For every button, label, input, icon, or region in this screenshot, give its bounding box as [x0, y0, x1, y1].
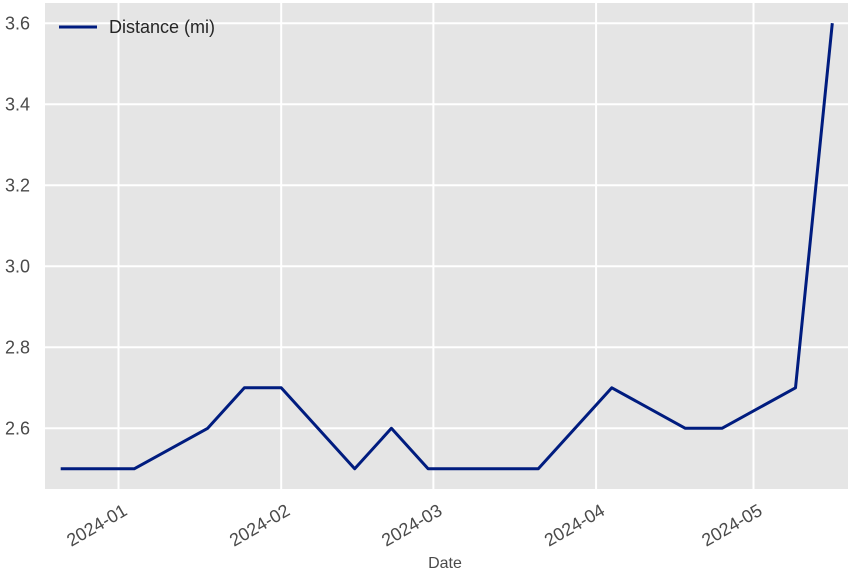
y-tick-label: 3.2	[5, 175, 30, 195]
y-tick-label: 2.6	[5, 418, 30, 438]
x-tick-label: 2024-03	[378, 500, 445, 550]
plot-background	[45, 3, 848, 489]
legend: Distance (mi)	[59, 17, 215, 37]
x-gridlines	[117, 3, 755, 489]
x-tick-label: 2024-02	[226, 500, 293, 550]
x-axis-label: Date	[428, 555, 462, 572]
y-tick-label: 3.6	[5, 13, 30, 33]
x-tick-labels: 2024-01 2024-02 2024-03 2024-04 2024-05	[63, 500, 765, 550]
series-line-distance	[60, 23, 834, 471]
legend-label: Distance (mi)	[109, 17, 215, 37]
series-layer	[60, 23, 834, 471]
y-tick-label: 3.0	[5, 256, 30, 276]
x-tick-label: 2024-01	[63, 500, 130, 550]
x-tick-label: 2024-05	[698, 500, 765, 550]
y-gridlines	[45, 22, 848, 430]
y-tick-label: 3.4	[5, 94, 30, 114]
y-tick-label: 2.8	[5, 337, 30, 357]
y-tick-labels: 2.6 2.8 3.0 3.2 3.4 3.6	[5, 13, 30, 438]
x-tick-label: 2024-04	[541, 500, 608, 550]
